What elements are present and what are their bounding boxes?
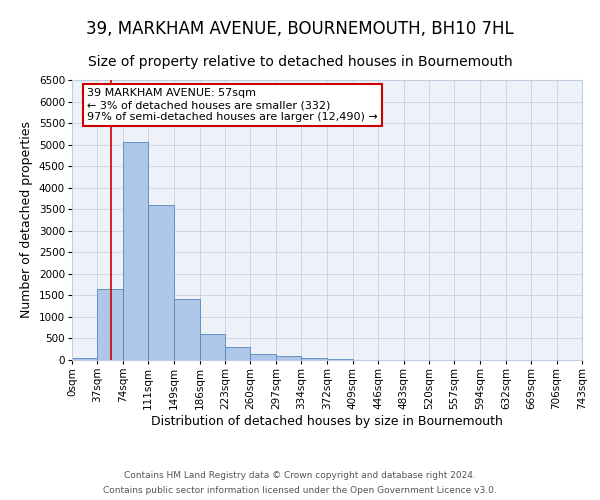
Bar: [200, 334, 225, 360]
Bar: [174, 299, 200, 360]
X-axis label: Distribution of detached houses by size in Bournemouth: Distribution of detached houses by size …: [151, 414, 503, 428]
Bar: [97, 289, 123, 360]
Bar: [250, 354, 276, 360]
Bar: [225, 347, 250, 360]
Bar: [328, 358, 353, 360]
Bar: [72, 358, 97, 360]
Text: 39, MARKHAM AVENUE, BOURNEMOUTH, BH10 7HL: 39, MARKHAM AVENUE, BOURNEMOUTH, BH10 7H…: [86, 20, 514, 38]
Bar: [123, 142, 148, 360]
Text: Contains public sector information licensed under the Open Government Licence v3: Contains public sector information licen…: [103, 486, 497, 495]
Bar: [148, 205, 174, 360]
Bar: [301, 358, 328, 360]
Y-axis label: Number of detached properties: Number of detached properties: [20, 122, 33, 318]
Bar: [276, 356, 301, 360]
Text: Contains HM Land Registry data © Crown copyright and database right 2024.: Contains HM Land Registry data © Crown c…: [124, 471, 476, 480]
Text: Size of property relative to detached houses in Bournemouth: Size of property relative to detached ho…: [88, 55, 512, 69]
Text: 39 MARKHAM AVENUE: 57sqm
← 3% of detached houses are smaller (332)
97% of semi-d: 39 MARKHAM AVENUE: 57sqm ← 3% of detache…: [88, 88, 378, 122]
